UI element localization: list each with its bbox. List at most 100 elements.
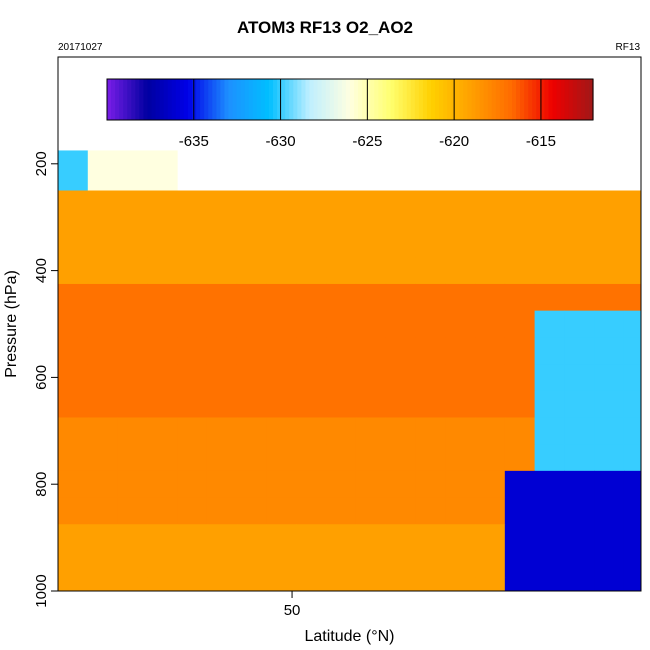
colorbar-swatch [560, 79, 566, 120]
heatmap-cell [58, 524, 89, 552]
colorbar-swatch [147, 79, 153, 120]
heatmap-cell [266, 444, 297, 472]
heatmap-cell [206, 577, 238, 591]
heatmap-cell [594, 310, 625, 338]
heatmap-cell [236, 190, 268, 232]
colorbar-swatch [273, 79, 278, 120]
colorbar-swatch [240, 79, 246, 120]
colorbar-swatch [212, 79, 217, 120]
heatmap-cell [87, 283, 119, 312]
heatmap-cell [87, 364, 119, 392]
colorbar-swatch [528, 79, 533, 120]
heatmap-cell [385, 524, 416, 552]
colorbar-swatch [224, 79, 230, 120]
heatmap-cell [87, 497, 119, 525]
heatmap-cell [415, 337, 446, 365]
heatmap-cell [504, 283, 536, 312]
heatmap-cell [445, 444, 476, 472]
heatmap-cell [266, 257, 297, 285]
colorbar-swatch [159, 79, 165, 120]
heatmap-cell [594, 497, 625, 525]
heatmap-cell [564, 417, 595, 445]
heatmap-cell [475, 417, 506, 445]
heatmap-cell [504, 417, 536, 445]
heatmap-cell [58, 577, 89, 591]
colorbar-swatch [491, 79, 497, 120]
heatmap-cell [594, 577, 625, 591]
heatmap-cell [415, 364, 446, 392]
x-tick-label: 50 [284, 602, 301, 619]
heatmap-cell [594, 550, 625, 579]
heatmap-cell [326, 283, 357, 312]
heatmap-cell [534, 257, 565, 285]
heatmap-cell [385, 257, 416, 285]
colorbar-swatch [431, 79, 436, 120]
heatmap-cell [355, 364, 387, 392]
heatmap-cell [58, 497, 89, 525]
colorbar-swatch [337, 79, 343, 120]
heatmap-cell [534, 364, 565, 392]
heatmap-cell [147, 283, 178, 312]
y-tick-label: 1000 [33, 574, 50, 607]
colorbar-swatch [329, 79, 335, 120]
colorbar-swatch [111, 79, 116, 120]
heatmap-cell [385, 337, 416, 365]
colorbar-swatch [260, 79, 266, 120]
heatmap-cell [206, 390, 238, 418]
heatmap-cell [147, 190, 178, 232]
colorbar-swatch [301, 79, 307, 120]
heatmap-cell [415, 550, 446, 579]
colorbar-swatch [297, 79, 302, 120]
colorbar-swatch [572, 79, 578, 120]
heatmap-cell [475, 470, 506, 499]
heatmap-cell [445, 190, 476, 232]
colorbar-swatch [479, 79, 485, 120]
heatmap-cell [177, 337, 208, 365]
heatmap-cell [594, 364, 625, 392]
heatmap-cell [475, 337, 506, 365]
heatmap-cell [87, 550, 119, 579]
heatmap-cell [385, 577, 416, 591]
heatmap-cell [117, 283, 148, 312]
colorbar-swatch [131, 79, 136, 120]
heatmap-cell [58, 470, 89, 499]
heatmap-cell [236, 550, 268, 579]
heatmap-cell [117, 497, 148, 525]
heatmap-cell [415, 390, 446, 418]
heatmap-cell [445, 524, 476, 552]
heatmap-cell [355, 310, 387, 338]
heatmap-cell [594, 444, 625, 472]
heatmap-cell [475, 364, 506, 392]
heatmap-cell [87, 444, 119, 472]
heatmap-cell [58, 257, 89, 285]
colorbar-swatch [540, 79, 545, 120]
heatmap-cell [355, 497, 387, 525]
heatmap-cell [236, 417, 268, 445]
heatmap-cell [504, 444, 536, 472]
heatmap-cell [326, 364, 357, 392]
heatmap-cell [87, 190, 119, 232]
heatmap-cell [623, 524, 641, 552]
colorbar-swatch [143, 79, 149, 120]
heatmap-cell [475, 550, 506, 579]
colorbar-swatch [196, 79, 201, 120]
heatmap-cell [623, 283, 641, 312]
heatmap-cell [206, 190, 238, 232]
heatmap-cell [326, 497, 357, 525]
heatmap-cell [236, 390, 268, 418]
colorbar-swatch [281, 79, 286, 120]
heatmap-cell [415, 283, 446, 312]
colorbar-swatch [228, 79, 234, 120]
colorbar-swatch [483, 79, 489, 120]
heatmap-cell [623, 364, 641, 392]
colorbar-swatch [366, 79, 371, 120]
heatmap-cell [236, 577, 268, 591]
heatmap-cell [117, 577, 148, 591]
colorbar-frame [106, 78, 594, 121]
heatmap-cell [534, 417, 565, 445]
heatmap-cell [385, 444, 416, 472]
colorbar-swatch [252, 79, 258, 120]
colorbar-swatch [520, 79, 525, 120]
heatmap-cell [504, 190, 536, 232]
